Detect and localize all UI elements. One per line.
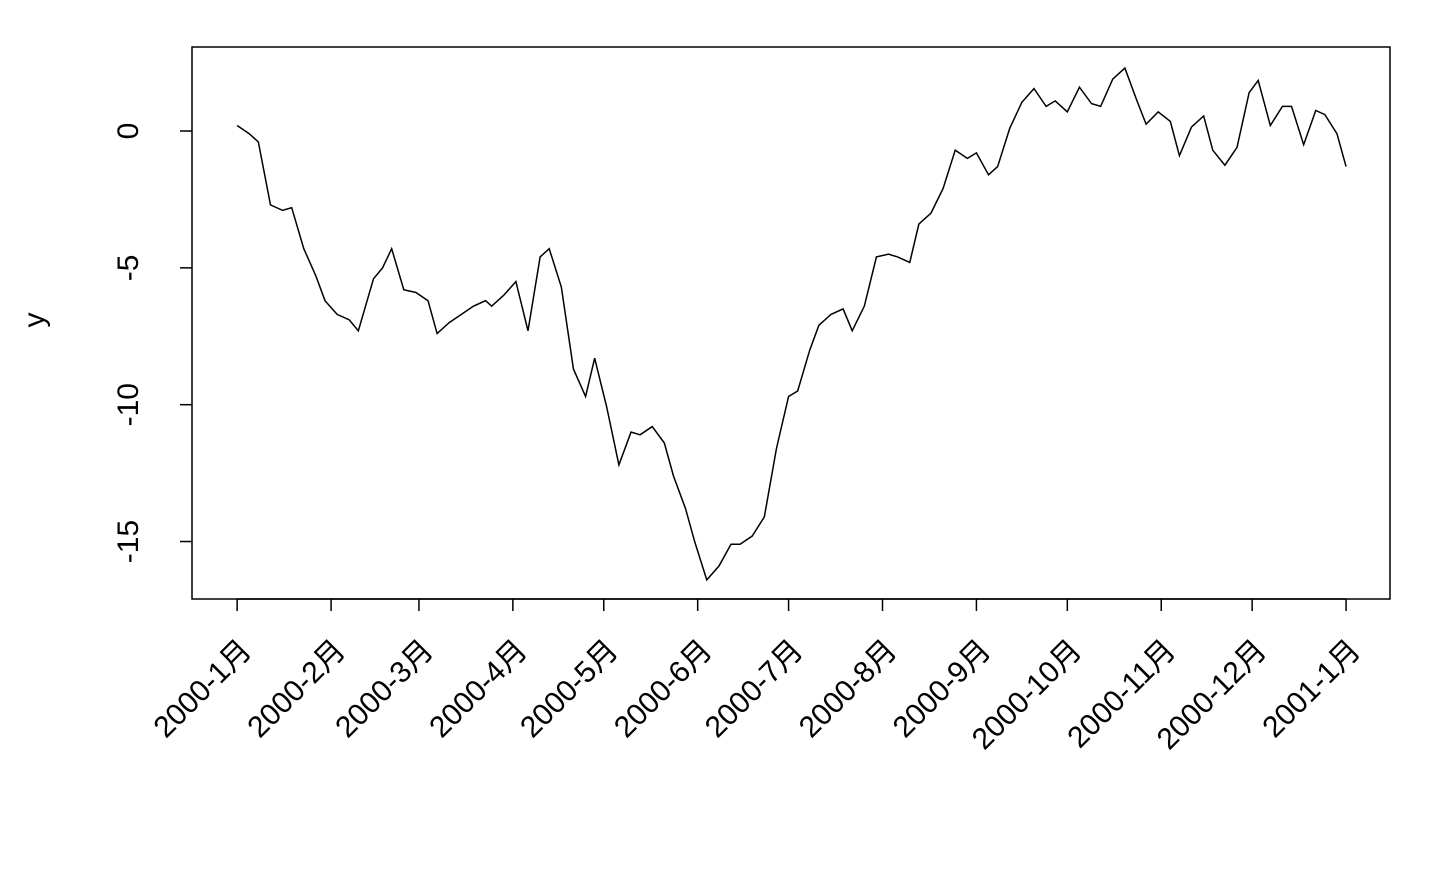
- y-axis-label: y: [18, 313, 51, 328]
- x-tick-label: 2001-1月: [1256, 634, 1367, 745]
- plot-frame: [191, 46, 1391, 600]
- y-tick-label: 0: [112, 123, 145, 140]
- x-tick-label: 2000-6月: [608, 634, 719, 745]
- data-line: [236, 66, 1347, 582]
- x-tick-label: 2000-1月: [147, 634, 258, 745]
- y-tick-label: -15: [112, 520, 145, 563]
- x-tick-label: 2000-3月: [329, 634, 440, 745]
- x-tick-label: 2000-8月: [793, 634, 904, 745]
- y-tick-label: -5: [112, 255, 145, 282]
- x-tick-label: 2000-4月: [423, 634, 534, 745]
- x-tick-label: 2000-5月: [514, 634, 625, 745]
- y-tick-label: -10: [112, 383, 145, 426]
- x-tick-label: 2000-7月: [699, 634, 810, 745]
